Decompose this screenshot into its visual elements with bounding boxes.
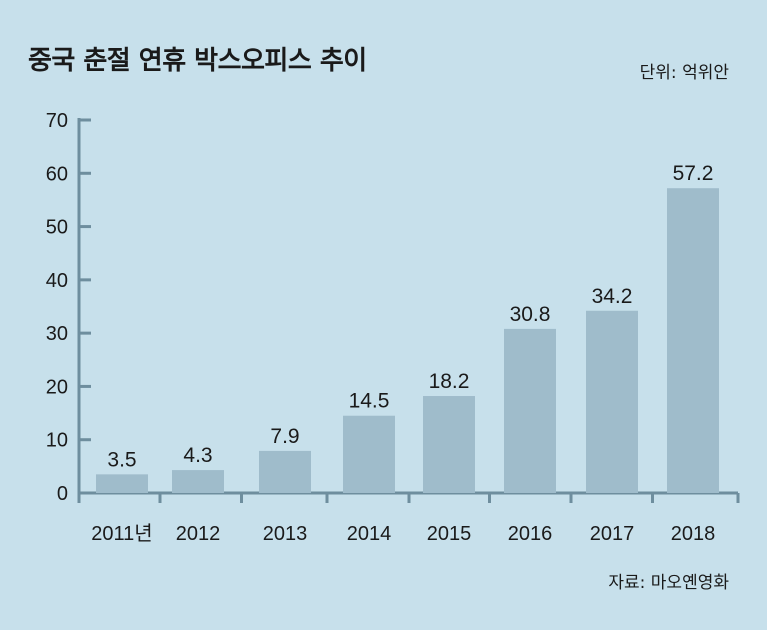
- bar: [423, 396, 475, 493]
- bar: [504, 328, 556, 493]
- axes: [77, 118, 740, 503]
- y-tick-label: 70: [46, 110, 68, 132]
- bar: [172, 470, 224, 493]
- chart-title: 중국 춘절 연휴 박스오피스 추이: [28, 46, 367, 76]
- unit-label: 단위: 억위안: [639, 63, 729, 83]
- x-tick-label: 2015: [427, 523, 472, 545]
- y-tick-label: 30: [46, 323, 68, 345]
- source-label: 자료: 마오옌영화: [608, 573, 729, 593]
- x-labels: 2011년 2012 2013 2014 2015 2016 2017 2018: [91, 522, 715, 545]
- data-label: 14.5: [349, 390, 390, 413]
- y-tick-label: 0: [57, 483, 68, 505]
- data-label: 4.3: [183, 444, 212, 467]
- data-label: 18.2: [429, 370, 470, 393]
- bar: [259, 450, 311, 493]
- x-tick-label: 2011년: [91, 522, 152, 545]
- y-tick-label: 60: [46, 163, 68, 185]
- data-label: 34.2: [592, 285, 633, 308]
- y-tick-label: 40: [46, 270, 68, 292]
- data-label: 3.5: [107, 448, 136, 471]
- x-tick-label: 2014: [347, 523, 392, 545]
- bar: [343, 415, 395, 493]
- data-label: 30.8: [510, 303, 551, 326]
- data-label: 57.2: [673, 162, 714, 185]
- bar: [667, 188, 719, 493]
- bar: [96, 474, 148, 493]
- bars: [96, 188, 719, 493]
- x-tick-label: 2012: [176, 523, 221, 545]
- x-tick-label: 2013: [263, 523, 308, 545]
- y-tick-label: 10: [46, 430, 68, 452]
- x-tick-label: 2018: [671, 523, 716, 545]
- bar: [586, 310, 638, 493]
- data-label: 7.9: [270, 425, 299, 448]
- x-tick-label: 2017: [590, 523, 635, 545]
- y-ticks: 0 10 20 30 40 50 60 70: [46, 110, 91, 505]
- x-tick-label: 2016: [508, 523, 553, 545]
- y-tick-label: 50: [46, 217, 68, 239]
- y-tick-label: 20: [46, 376, 68, 398]
- value-labels: 3.5 4.3 7.9 14.5 18.2 30.8 34.2 57.2: [107, 162, 713, 471]
